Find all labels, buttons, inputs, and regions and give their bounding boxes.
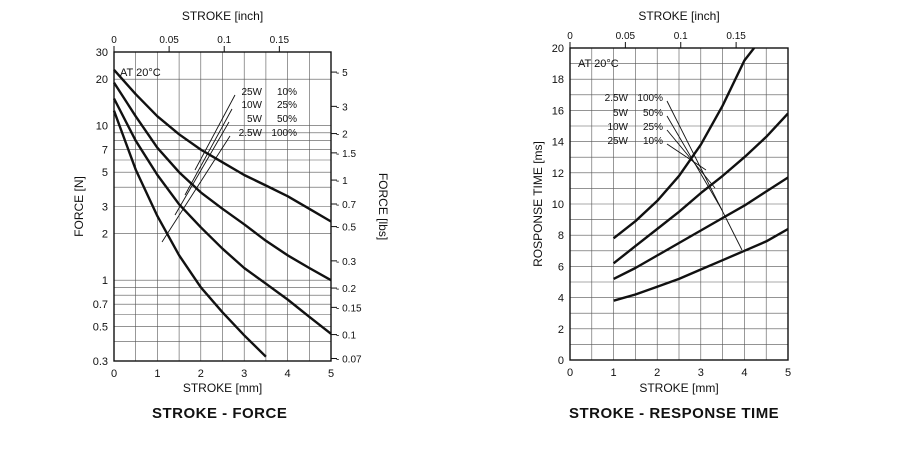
chart-1-legend-label: 10W [241, 100, 262, 111]
chart-2-x-tick-label: 1 [611, 367, 617, 379]
chart-2-x-tick-label: 5 [785, 367, 791, 379]
chart-2-legend-leader [666, 143, 707, 171]
chart-2-legend-label: 5W [613, 108, 629, 119]
chart-1-title: STROKE - FORCE [152, 405, 288, 422]
chart-1-x-tick-label: 4 [285, 368, 291, 380]
chart-1-legend-percent: 50% [277, 114, 297, 125]
chart-1-series-line [113, 69, 332, 223]
chart-2-series-line [612, 112, 788, 265]
chart-1-x-tick-label: 0 [111, 368, 117, 380]
chart-2-y-tick-label: 16 [552, 105, 564, 117]
chart-1-legend-label: 2.5W [239, 128, 263, 139]
chart-2-x-tick-label: 0 [567, 367, 573, 379]
chart-2-legend-percent: 50% [643, 108, 663, 119]
chart-1-legend-percent: 10% [277, 87, 297, 98]
chart-1-y2-tick-label: - 1.5 [336, 149, 356, 160]
chart-2-title: STROKE - RESPONSE TIME [569, 405, 780, 422]
chart-2-x-tick-label: 4 [741, 367, 747, 379]
chart-1-y-tick-label: 0.7 [93, 299, 108, 311]
chart-1-x-tick-label: 5 [328, 368, 334, 380]
chart-1-y-tick-label: 10 [96, 121, 108, 133]
chart-1-y2-tick-label: - 0.2 [336, 284, 356, 295]
chart-2-legend-percent: 10% [643, 136, 663, 147]
chart-1-y2-tick-label: - 1 [336, 176, 348, 187]
chart-2-x2-tick-label: 0 [567, 31, 573, 42]
chart-2-y-tick-label: 10 [552, 199, 564, 211]
chart-2-y-tick-label: 20 [552, 43, 564, 55]
chart-1-frame [113, 51, 332, 362]
chart-1-y-tick-label: 0.3 [93, 356, 108, 368]
chart-1-y2-tick-label: - 0.3 [336, 257, 356, 268]
chart-1-y2-tick-label: - 3 [336, 102, 348, 113]
chart-2-y-axis-label: ROSPONSE TIME [ms] [531, 141, 545, 267]
chart-1-x2-tick-label: 0.1 [217, 35, 231, 46]
chart-1-y-tick-label: 1 [102, 275, 108, 287]
chart-1-y2-tick-label: - 0.1 [336, 331, 356, 342]
chart-2-y-tick-label: 18 [552, 74, 564, 86]
chart-2-y-tick-label: 14 [552, 137, 564, 149]
chart-1-legend-percent: 100% [271, 128, 297, 139]
chart-2-x2-tick-label: 0.05 [616, 31, 636, 42]
chart-1-y-tick-label: 5 [102, 167, 108, 179]
chart-1-y-tick-label: 30 [96, 47, 108, 59]
chart-2-legend-leader [666, 129, 716, 189]
chart-1-legend-leader [161, 135, 231, 243]
chart-2-frame [569, 47, 789, 361]
chart-1-y-tick-label: 7 [102, 145, 108, 157]
chart-1-series-line [112, 97, 332, 335]
chart-1-x-axis-label: STROKE [mm] [183, 381, 262, 395]
chart-2-y-tick-label: 4 [558, 293, 564, 305]
chart-1-legend-leader [174, 121, 230, 216]
chart-1-y-tick-label: 3 [102, 202, 108, 214]
chart-1-legend-label: 25W [241, 87, 262, 98]
chart-2-y-tick-label: 2 [558, 324, 564, 336]
chart-1-legend-leader [184, 108, 233, 196]
chart-2-legend-percent: 100% [637, 93, 663, 104]
chart-2-y-tick-label: 0 [558, 355, 564, 367]
chart-2-series-line [612, 48, 756, 240]
chart-1-y-tick-label: 20 [96, 74, 108, 86]
chart-2-legend-label: 2.5W [605, 93, 629, 104]
chart-2-x2-axis-label: STROKE [inch] [638, 9, 719, 23]
chart-1-y2-tick-label: - 5 [336, 68, 348, 79]
chart-1-x-tick-label: 3 [241, 368, 247, 380]
chart-1-y2-axis-label: FORCE [lbs] [376, 173, 390, 240]
chart-1-series-line [112, 81, 332, 282]
chart-1-legend-label: 5W [247, 114, 263, 125]
chart-2-x-axis-label: STROKE [mm] [639, 381, 718, 395]
chart-1-y-tick-label: 2 [102, 229, 108, 241]
chart-2-y-tick-label: 12 [552, 168, 564, 180]
chart-1-y-tick-label: 0.5 [93, 322, 108, 334]
chart-2-legend-percent: 25% [643, 122, 663, 133]
chart-2-series-line [613, 176, 788, 280]
chart-1-annotation: AT 20°C [120, 67, 161, 79]
chart-1-y2-tick-label: - 0.7 [336, 200, 356, 211]
chart-2-series-line [613, 227, 788, 302]
chart-2-x2-tick-label: 0.15 [726, 31, 746, 42]
chart-1-y-axis-label: FORCE [N] [72, 176, 86, 237]
chart-2-x-tick-label: 2 [654, 367, 660, 379]
chart-2-y-tick-label: 6 [558, 261, 564, 273]
chart-2-legend-label: 10W [607, 122, 628, 133]
chart-1-x2-axis-label: STROKE [inch] [182, 9, 263, 23]
chart-1-x2-tick-label: 0.05 [159, 35, 179, 46]
chart-1-series-line [112, 110, 267, 358]
chart-1-legend-percent: 25% [277, 100, 297, 111]
chart-2-annotation: AT 20°C [578, 58, 619, 70]
chart-1-legend-leader [194, 94, 236, 171]
chart-1-y2-tick-label: - 2 [336, 130, 348, 141]
chart-1-x-tick-label: 1 [154, 368, 160, 380]
chart-2-x-tick-label: 3 [698, 367, 704, 379]
chart-2-legend-label: 25W [607, 136, 628, 147]
chart-2-x2-tick-label: 0.1 [674, 31, 688, 42]
chart-1-x2-tick-label: 0 [111, 35, 117, 46]
chart-1-y2-tick-label: - 0.5 [336, 223, 356, 234]
chart-2-y-tick-label: 8 [558, 230, 564, 242]
chart-1-x2-tick-label: 0.15 [270, 35, 290, 46]
chart-1-y2-tick-label: - 0.15 [336, 303, 362, 314]
chart-1-x-tick-label: 2 [198, 368, 204, 380]
chart-1-y2-tick-label: - 0.07 [336, 355, 362, 366]
